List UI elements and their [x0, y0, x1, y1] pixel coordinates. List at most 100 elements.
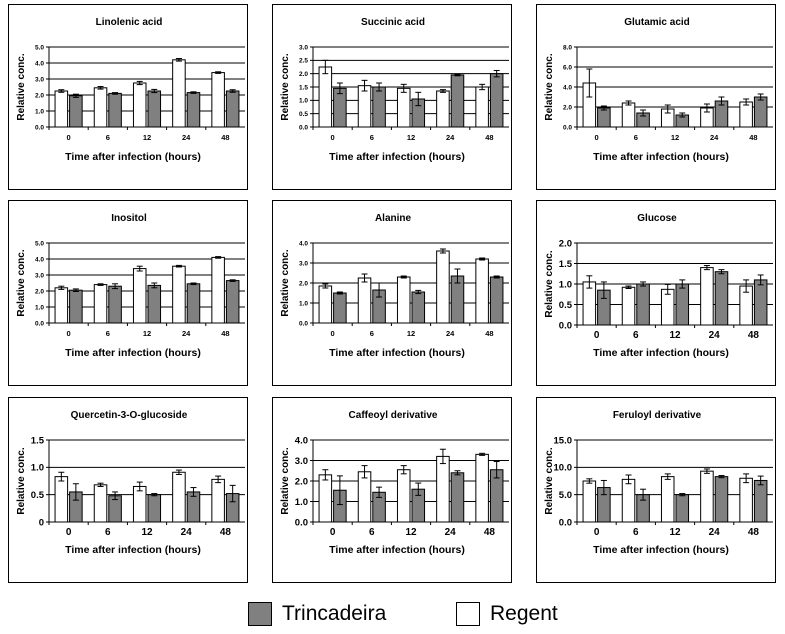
x-tick-label: 6 — [370, 329, 374, 338]
bar-regent — [739, 477, 753, 523]
y-tick-label: 3.0 — [295, 456, 308, 467]
bar-trincadeira — [186, 283, 201, 324]
bar-regent — [93, 87, 108, 128]
x-tick-label: 48 — [485, 329, 493, 338]
y-tick-label: 5.0 — [559, 490, 572, 501]
bar-regent — [621, 478, 636, 523]
x-tick-label: 0 — [67, 329, 71, 338]
y-tick-label: 1.5 — [299, 84, 308, 91]
x-tick-label: 48 — [220, 527, 232, 538]
bar-trincadeira — [714, 271, 729, 326]
x-tick-label: 24 — [446, 133, 455, 142]
x-tick-label: 12 — [407, 133, 415, 142]
chart-svg: Glutamic acid Relative conc. Time after in… — [544, 17, 773, 163]
chart-title: Glutamic acid — [624, 17, 690, 28]
chart-panel-9: Feruloyl derivative Relative conc. Time af… — [536, 397, 776, 583]
y-tick-label: 0.0 — [559, 320, 572, 331]
bar-regent — [211, 256, 225, 324]
y-axis-label: Relative conc. — [544, 250, 555, 317]
y-tick-label: 4.0 — [35, 256, 44, 263]
y-tick-label: 2.0 — [299, 71, 308, 78]
x-tick-label: 0 — [66, 527, 72, 538]
legend-swatch-regent — [456, 602, 480, 626]
legend-label-regent: Regent — [490, 602, 558, 625]
bar-trincadeira — [450, 472, 465, 523]
chart-title: Alanine — [375, 213, 412, 224]
y-tick-label: 1.0 — [559, 279, 572, 290]
bar-regent — [700, 470, 714, 523]
chart-title: Feruloyl derivative — [613, 410, 702, 421]
chart-panel-6: Glucose Relative conc. Time after infectio… — [536, 200, 776, 386]
x-tick-label: 24 — [709, 330, 721, 341]
bar-trincadeira — [714, 476, 729, 523]
bar-regent — [621, 102, 636, 128]
x-tick-label: 48 — [485, 133, 493, 142]
y-tick-label: 1.0 — [299, 98, 308, 105]
chart-svg: Alanine Relative conc. Time after infectio… — [280, 213, 509, 359]
x-tick-label: 48 — [484, 527, 496, 538]
x-tick-label: 24 — [446, 329, 455, 338]
bar-regent — [318, 285, 333, 324]
x-tick-label: 24 — [710, 133, 719, 142]
y-axis-label: Relative conc. — [16, 53, 27, 120]
y-tick-label: 2.5 — [299, 58, 308, 65]
x-tick-label: 6 — [106, 133, 110, 142]
bar-regent — [357, 85, 372, 128]
chart-title: Caffeoyl derivative — [349, 410, 438, 421]
chart-svg: Quercetin-3-O-glucoside Relative conc. Tim… — [16, 410, 245, 556]
y-tick-label: 3.0 — [299, 44, 308, 51]
bar-trincadeira — [147, 494, 162, 523]
x-tick-label: 24 — [181, 527, 193, 538]
bar-regent — [396, 469, 411, 523]
x-axis-label: Time after infection (hours) — [593, 151, 729, 163]
bar-trincadeira — [489, 276, 504, 324]
chart-panel-4: Inositol Relative conc. Time after infecti… — [8, 200, 248, 386]
y-tick-label: 2.0 — [559, 238, 572, 249]
y-tick-label: 0.5 — [299, 111, 308, 118]
bar-regent — [475, 453, 489, 523]
x-tick-label: 0 — [594, 330, 600, 341]
chart-panel-2: Succinic acid Relative conc. Time after in… — [272, 4, 512, 190]
y-tick-label: 2.0 — [299, 280, 308, 287]
x-tick-label: 12 — [671, 133, 679, 142]
y-tick-label: 0.0 — [299, 124, 308, 131]
y-tick-label: 2.0 — [35, 288, 44, 295]
y-tick-label: 0.0 — [35, 124, 44, 131]
x-axis-label: Time after infection (hours) — [329, 347, 465, 359]
y-tick-label: 0.0 — [295, 517, 308, 528]
bar-regent — [396, 87, 411, 128]
bar-regent — [172, 265, 186, 324]
bar-regent — [54, 476, 69, 523]
bar-regent — [211, 478, 225, 523]
chart-title: Linolenic acid — [96, 17, 163, 28]
bar-trincadeira — [147, 284, 162, 324]
x-tick-label: 6 — [633, 527, 639, 538]
bar-regent — [660, 476, 675, 523]
y-tick-label: 4.0 — [35, 60, 44, 67]
bar-regent — [54, 90, 69, 128]
y-tick-label: 1.0 — [35, 304, 44, 311]
chart-title: Succinic acid — [361, 17, 425, 28]
chart-svg: Inositol Relative conc. Time after infecti… — [16, 213, 245, 359]
y-tick-label: 1.0 — [295, 497, 308, 508]
y-tick-label: 6.0 — [563, 64, 572, 71]
y-tick-label: 4.0 — [563, 84, 572, 91]
bar-regent — [475, 86, 489, 128]
bar-regent — [475, 258, 489, 324]
chart-svg: Glucose Relative conc. Time after infectio… — [544, 213, 773, 359]
x-tick-label: 12 — [143, 329, 151, 338]
bar-regent — [172, 59, 186, 128]
bar-trincadeira — [489, 73, 504, 128]
bar-trincadeira — [450, 74, 465, 128]
y-axis-label: Relative conc. — [16, 447, 27, 514]
bar-trincadeira — [597, 107, 611, 128]
x-tick-label: 48 — [748, 330, 760, 341]
x-tick-label: 48 — [221, 133, 229, 142]
x-axis-label: Time after infection (hours) — [65, 151, 201, 163]
bar-trincadeira — [186, 92, 201, 128]
legend: Trincadeira Regent — [0, 596, 785, 632]
bar-regent — [93, 284, 108, 324]
bar-regent — [93, 484, 108, 523]
chart-panel-3: Glutamic acid Relative conc. Time after in… — [536, 4, 776, 190]
bar-regent — [739, 101, 753, 128]
